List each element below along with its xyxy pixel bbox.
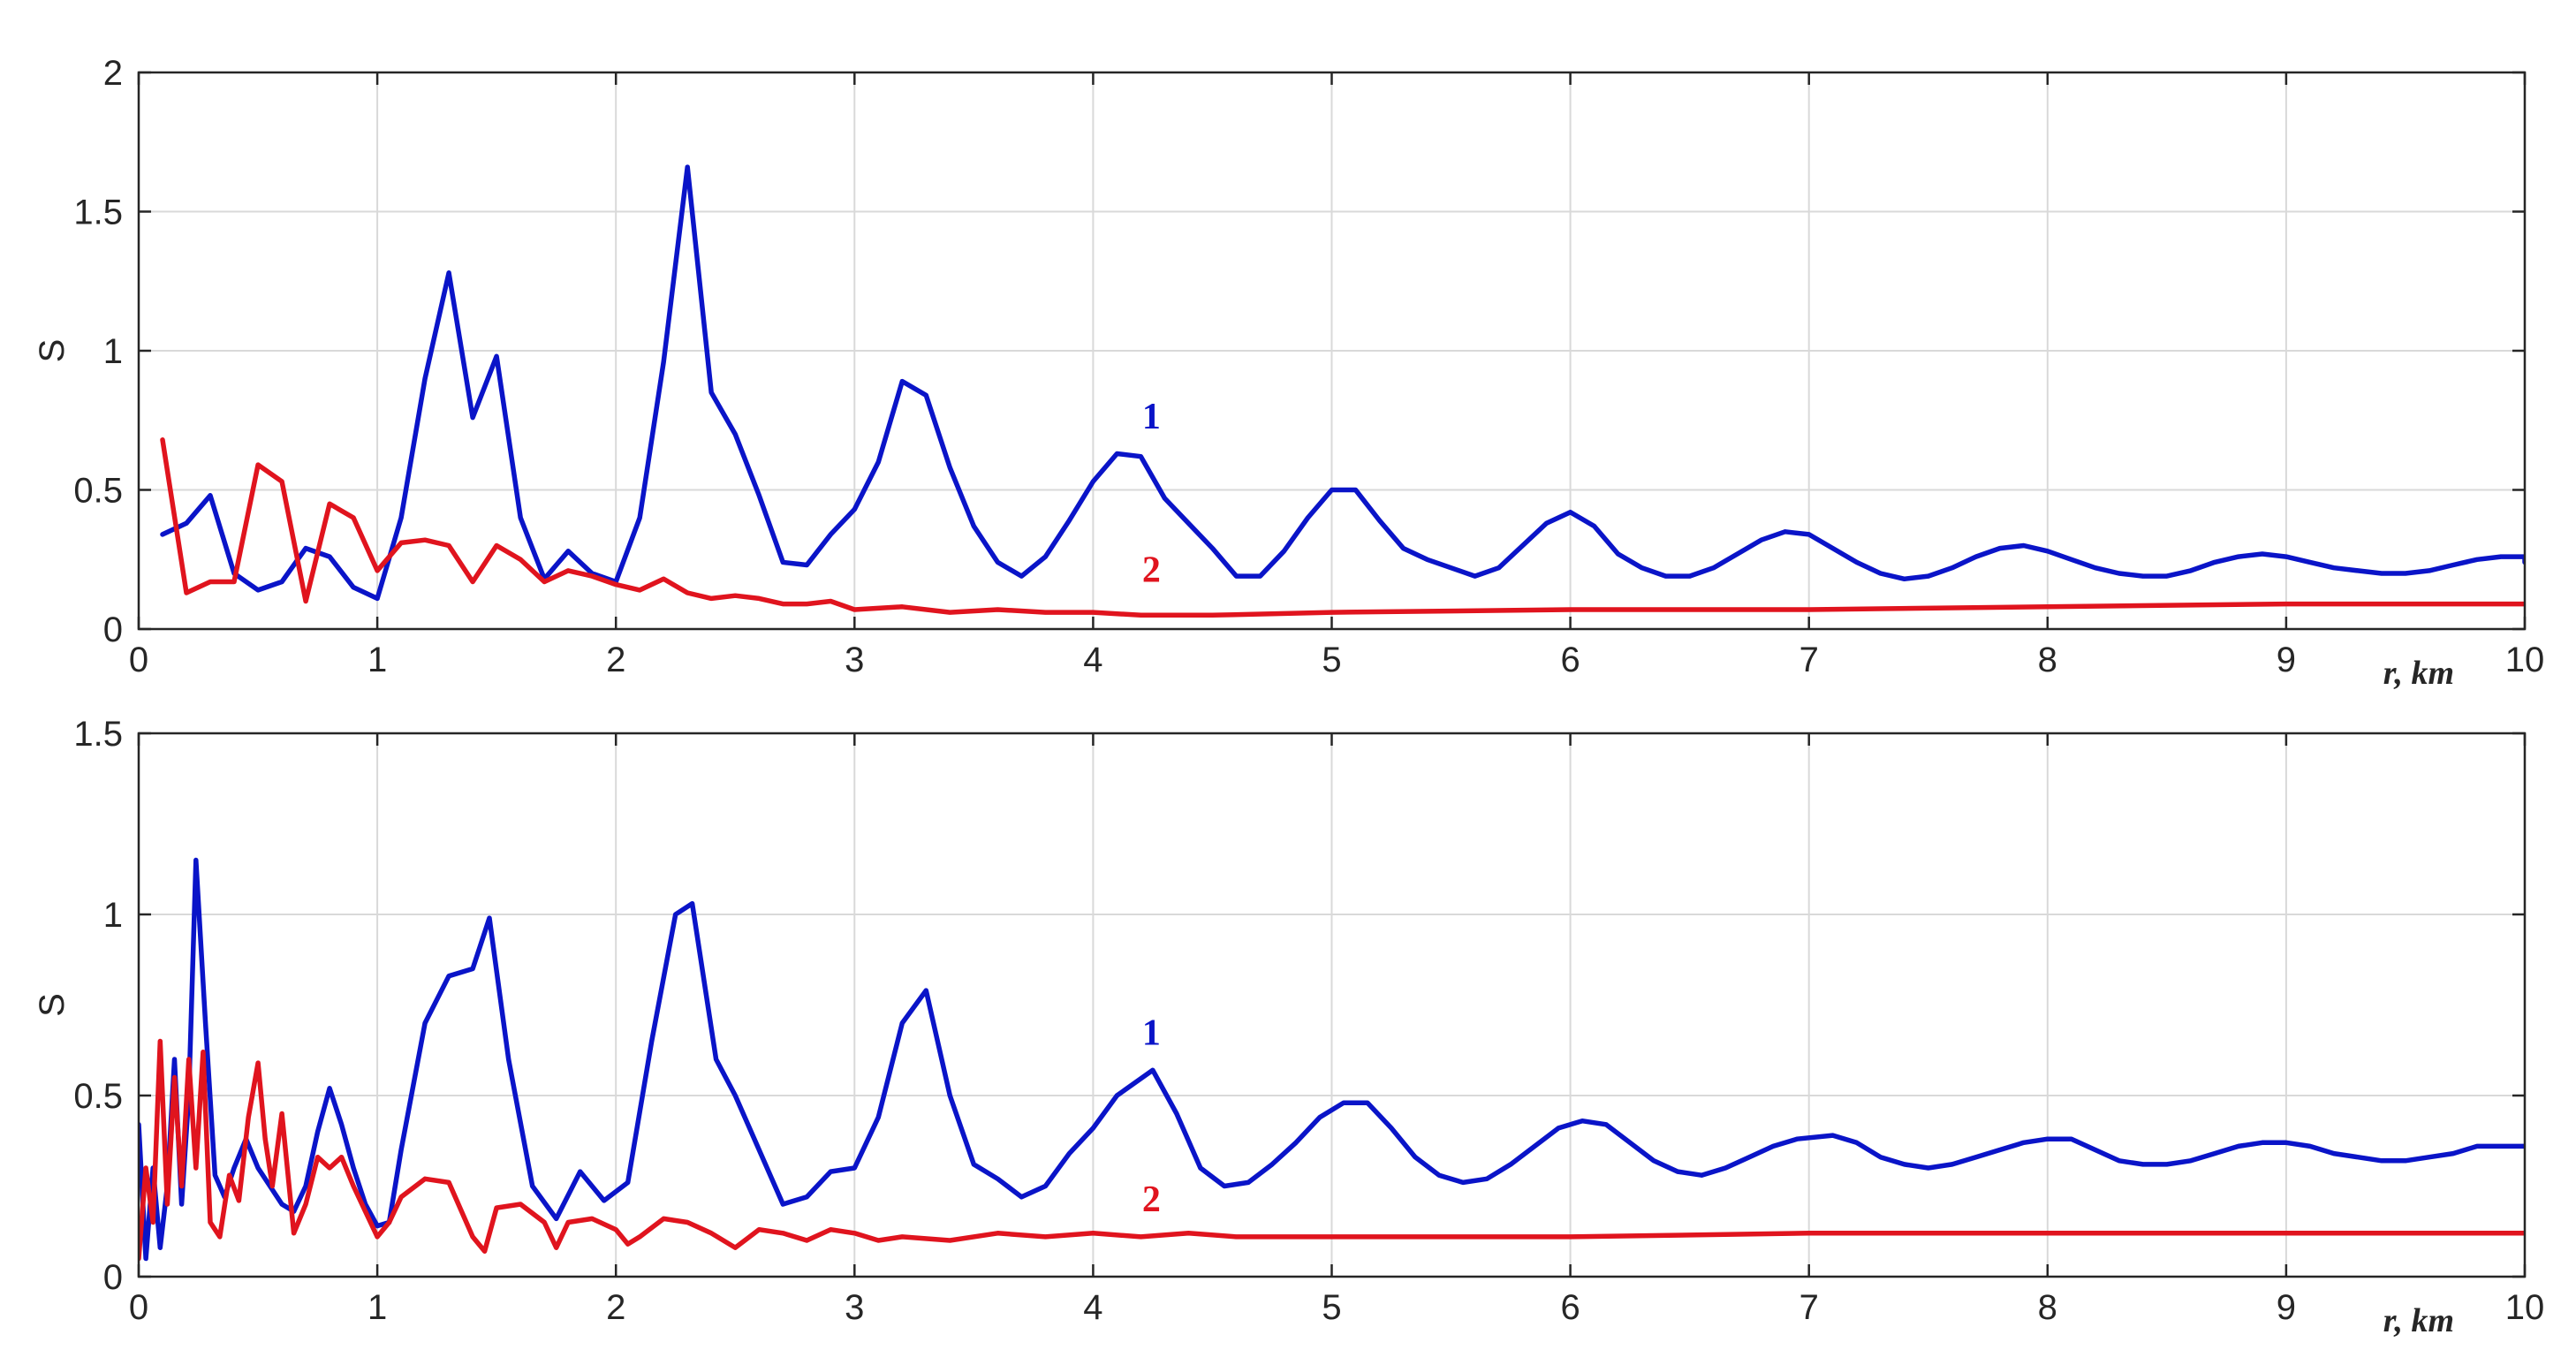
- y-axis-label: S: [33, 993, 72, 1017]
- series-line-2: [160, 437, 2525, 618]
- series-line-1: [139, 857, 2525, 1262]
- x-tick-label: 6: [1560, 641, 1580, 679]
- y-tick-label: 1: [103, 332, 123, 371]
- series-line-1: [160, 164, 2525, 602]
- top-chart-panel: 0 1 2 3 4 5 6 7 8 9 10 0 0.5 1 1.5 2 Sr, km 1 2: [33, 54, 2544, 692]
- y-tick-label: 0: [103, 610, 123, 649]
- series-annotation-2: 2: [1142, 550, 1161, 590]
- bottom-chart-panel: 0 1 2 3 4 5 6 7 8 9 10 0 0.5 1 1.5 Sr, km 1 2: [33, 715, 2544, 1339]
- series-annotation-2: 2: [1142, 1179, 1161, 1220]
- series-annotation-1: 1: [1142, 1013, 1161, 1054]
- series-annotation-1: 1: [1142, 397, 1161, 437]
- y-tick-label: 0.5: [73, 472, 123, 511]
- x-tick-label: 7: [1799, 1288, 1819, 1327]
- series-line-2: [139, 1038, 2525, 1262]
- y-tick-label: 2: [103, 54, 123, 93]
- x-axis-label: r, km: [2383, 1302, 2454, 1339]
- x-axis-label: r, km: [2383, 655, 2454, 692]
- x-tick-label: 3: [845, 641, 864, 679]
- x-tick-label: 1: [367, 1288, 387, 1327]
- x-tick-label: 0: [129, 1288, 148, 1327]
- y-tick-label: 0.5: [73, 1077, 123, 1116]
- x-tick-label: 5: [1322, 1288, 1341, 1327]
- x-tick-label: 1: [367, 641, 387, 679]
- x-tick-label: 5: [1322, 641, 1341, 679]
- y-tick-label: 1.5: [73, 715, 123, 754]
- x-tick-label: 10: [2505, 641, 2545, 679]
- x-tick-label: 7: [1799, 641, 1819, 679]
- x-tick-label: 8: [2038, 641, 2057, 679]
- y-tick-label: 0: [103, 1258, 123, 1297]
- y-tick-label: 1: [103, 896, 123, 935]
- y-tick-label: 1.5: [73, 193, 123, 232]
- x-tick-label: 9: [2277, 1288, 2296, 1327]
- x-tick-label: 2: [606, 641, 625, 679]
- x-tick-label: 3: [845, 1288, 864, 1327]
- x-tick-label: 4: [1083, 1288, 1102, 1327]
- y-axis-label: S: [33, 339, 72, 363]
- x-tick-label: 0: [129, 641, 148, 679]
- x-tick-label: 8: [2038, 1288, 2057, 1327]
- x-tick-label: 6: [1560, 1288, 1580, 1327]
- x-tick-label: 2: [606, 1288, 625, 1327]
- x-tick-label: 10: [2505, 1288, 2545, 1327]
- x-tick-label: 9: [2277, 641, 2296, 679]
- x-tick-label: 4: [1083, 641, 1102, 679]
